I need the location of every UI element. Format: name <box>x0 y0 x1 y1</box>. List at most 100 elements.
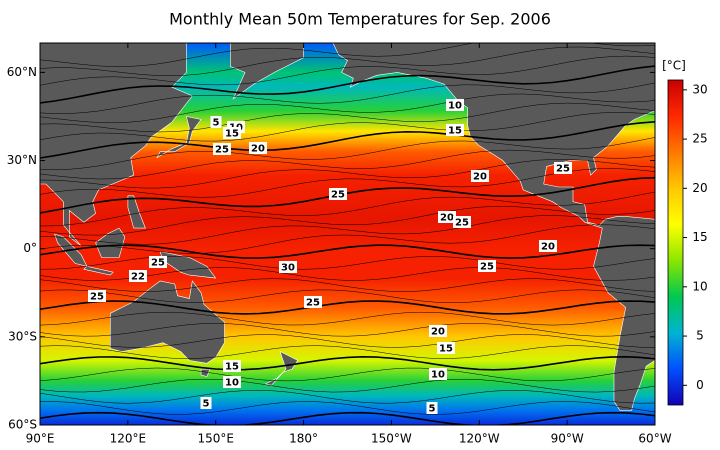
contour-line <box>40 300 655 315</box>
contour-line <box>40 390 655 404</box>
contour-label-box <box>437 342 455 354</box>
contour-line <box>40 46 655 77</box>
contour-line <box>40 65 655 104</box>
contour-line <box>40 112 655 142</box>
contour-label-box <box>453 216 471 228</box>
contour-label-box <box>446 124 464 136</box>
contour-line <box>40 191 655 227</box>
map-title: Monthly Mean 50m Temperatures for Sep. 2… <box>169 10 551 29</box>
contour-label: 10 <box>225 378 239 389</box>
contour-line <box>40 206 655 236</box>
lon-tick-label: 90°W <box>551 432 584 446</box>
contour-label: 25 <box>215 145 229 156</box>
contour-label: 20 <box>473 172 487 183</box>
lon-tick-label: 90°E <box>26 432 55 446</box>
contour-label-box <box>429 368 447 380</box>
lat-tick-label: 60°N <box>7 65 37 79</box>
colorbar-tick-label: 25 <box>692 132 707 146</box>
contour-label: 5 <box>203 399 210 410</box>
contour-label-box <box>471 170 489 182</box>
contour-label: 5 <box>429 404 436 415</box>
contour-label: 15 <box>225 129 239 140</box>
contour-line <box>40 278 655 292</box>
contour-line <box>40 159 655 189</box>
land <box>200 368 211 377</box>
contour-line <box>40 121 655 159</box>
contour-line <box>40 378 655 393</box>
contour-line <box>40 176 655 214</box>
land <box>156 116 202 159</box>
land <box>95 227 126 258</box>
contour-label: 15 <box>439 344 453 355</box>
contour-line <box>40 411 655 425</box>
contour-label-box <box>429 325 447 337</box>
contour-line <box>40 82 655 114</box>
land <box>83 265 114 276</box>
colorbar-tick-label: 15 <box>692 230 707 244</box>
contour-line <box>40 355 655 371</box>
lat-tick-label: 0° <box>23 241 37 255</box>
contour-line <box>40 137 655 171</box>
contour-label-box <box>329 188 347 200</box>
colorbar-tick-label: 10 <box>692 279 707 293</box>
contour-label: 25 <box>556 164 570 175</box>
contour-label-box <box>88 290 106 302</box>
contour-label: 25 <box>480 262 494 273</box>
contour-line <box>40 401 655 415</box>
contour-label: 20 <box>541 242 555 253</box>
contour-label: 20 <box>251 144 265 155</box>
contour-label: 20 <box>440 213 454 224</box>
contour-label: 25 <box>90 292 104 303</box>
contour-line <box>40 345 655 359</box>
contour-line <box>40 323 655 337</box>
contour-label: 10 <box>448 101 462 112</box>
lat-tick-label: 30°S <box>8 329 37 343</box>
contour-line <box>40 149 655 180</box>
contour-label-box <box>249 142 267 154</box>
contour-label-box <box>223 127 241 139</box>
contour-label-box <box>446 99 464 111</box>
contour-line <box>40 334 655 348</box>
land <box>127 195 146 229</box>
colorbar <box>667 79 684 406</box>
contour-label: 15 <box>225 362 239 373</box>
contour-label: 30 <box>281 263 295 274</box>
contour-label: 25 <box>151 258 165 269</box>
contour-line <box>40 367 655 382</box>
lon-tick-label: 120°E <box>110 432 147 446</box>
contour-line <box>40 289 655 303</box>
contour-label-box <box>438 211 456 223</box>
contour-label: 25 <box>306 298 320 309</box>
contour-label-box <box>200 397 212 409</box>
contour-label-box <box>223 360 241 372</box>
contour-label-box <box>304 296 322 308</box>
colorbar-tick-label: 5 <box>696 329 704 343</box>
contour-line <box>40 224 655 254</box>
contour-label-box <box>539 240 557 252</box>
map-frame <box>39 42 656 426</box>
lon-tick-label: 120°W <box>459 432 500 446</box>
contour-label: 15 <box>448 126 462 137</box>
contour-line <box>40 244 655 259</box>
contour-label-box <box>554 162 572 174</box>
lat-tick-label: 60°S <box>8 418 37 432</box>
lon-tick-label: 150°E <box>197 432 234 446</box>
contour-label-box <box>478 260 496 272</box>
lon-tick-label: 180° <box>289 432 318 446</box>
contour-label-box <box>213 143 231 155</box>
contour-line <box>40 311 655 326</box>
contour-label-box <box>149 256 167 268</box>
contour-line <box>40 55 655 86</box>
contour-label: 25 <box>331 190 345 201</box>
contour-line <box>40 168 655 198</box>
contour-label-box <box>129 270 147 282</box>
lat-tick-label: 30°N <box>7 153 37 167</box>
lon-tick-label: 150°W <box>371 432 412 446</box>
contour-label-box <box>279 261 297 273</box>
contour-label: 5 <box>213 118 220 129</box>
contour-label-box <box>210 116 222 128</box>
contour-label: 25 <box>455 218 469 229</box>
contour-line <box>40 256 655 270</box>
contour-label: 22 <box>131 272 145 283</box>
